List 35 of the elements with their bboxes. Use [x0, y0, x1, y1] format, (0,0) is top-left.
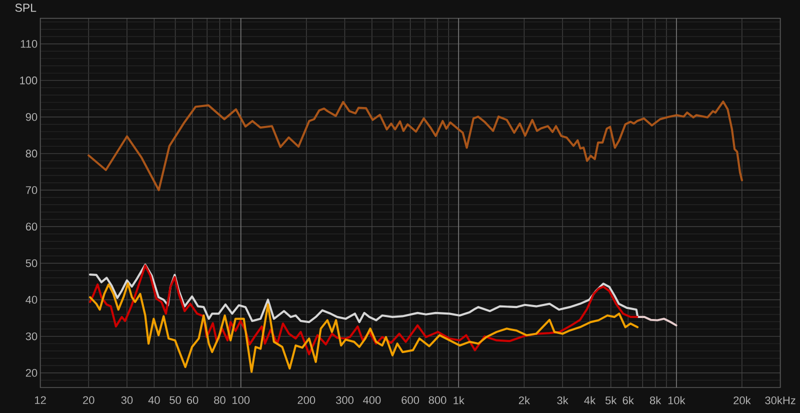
x-tick-label: 100 — [232, 396, 250, 404]
x-tick-label: 20k — [734, 396, 751, 404]
x-tick-label: 6k — [622, 396, 634, 404]
x-tick-label: 2k — [518, 396, 530, 404]
y-tick-label: 30 — [26, 332, 38, 340]
y-tick-label: 80 — [26, 150, 38, 158]
x-tick-label: 3k — [557, 396, 568, 404]
x-tick-label: 80 — [214, 396, 226, 404]
x-tick-label: 600 — [402, 396, 420, 404]
x-tick-label: 30k — [765, 396, 782, 404]
x-tick-label: 30 — [121, 396, 133, 404]
x-tick-label: 60 — [186, 396, 198, 404]
y-axis-title: SPL — [15, 4, 36, 12]
x-tick-label: 800 — [428, 396, 446, 404]
y-tick-label: 40 — [26, 296, 38, 304]
y-tick-label: 90 — [26, 113, 38, 121]
x-tick-label: 50 — [170, 396, 181, 404]
y-tick-label: 100 — [20, 76, 38, 84]
x-tick-label: 40 — [148, 396, 160, 404]
y-tick-label: 60 — [26, 222, 38, 231]
x-axis-title: Hz — [783, 396, 796, 404]
y-tick-label: 110 — [20, 40, 38, 48]
y-tick-label: 20 — [26, 368, 38, 377]
x-tick-label: 400 — [363, 396, 381, 404]
x-tick-label: 10k — [668, 396, 686, 404]
x-tick-label: 12 — [35, 396, 46, 404]
x-tick-label: 200 — [298, 396, 316, 404]
x-tick-label: 4k — [584, 396, 596, 404]
y-tick-label: 70 — [26, 186, 38, 194]
y-tick-label: 50 — [26, 259, 38, 268]
x-tick-label: 20 — [83, 396, 94, 404]
x-tick-label: 8k — [650, 396, 662, 404]
x-tick-label: 300 — [336, 396, 354, 404]
x-tick-label: 5k — [605, 396, 617, 404]
x-tick-label: 1k — [454, 396, 464, 404]
